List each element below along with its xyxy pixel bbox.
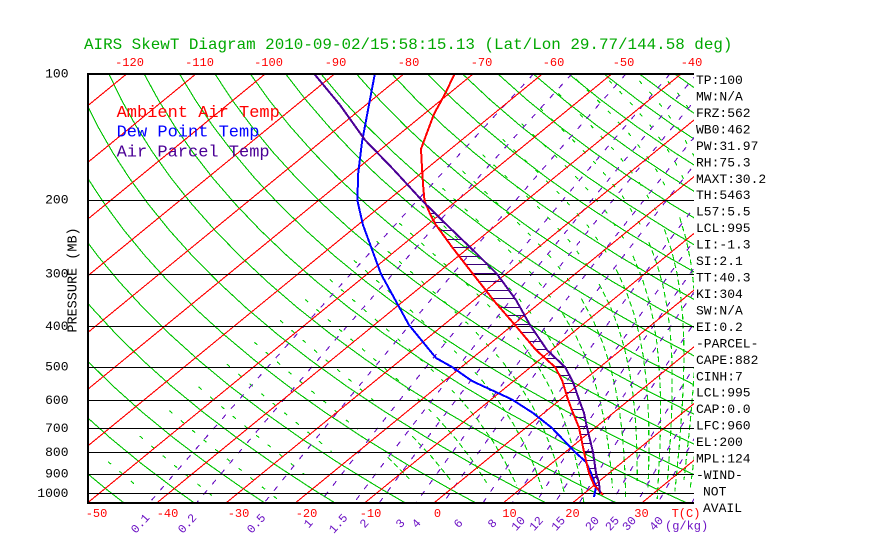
svg-text:-WIND-: -WIND- xyxy=(696,468,743,483)
svg-text:-20: -20 xyxy=(296,507,318,521)
svg-text:CAP:0.0: CAP:0.0 xyxy=(696,402,751,417)
svg-text:MW:N/A: MW:N/A xyxy=(696,90,743,105)
svg-text:800: 800 xyxy=(45,445,68,460)
svg-text:100: 100 xyxy=(45,66,68,81)
svg-text:RH:75.3: RH:75.3 xyxy=(696,155,751,170)
svg-text:600: 600 xyxy=(45,393,68,408)
svg-text:10: 10 xyxy=(502,507,516,521)
svg-text:-50: -50 xyxy=(613,56,635,70)
svg-text:-30: -30 xyxy=(228,507,250,521)
svg-text:TP:100: TP:100 xyxy=(696,73,743,88)
svg-text:T(C): T(C) xyxy=(672,507,701,521)
svg-text:SW:N/A: SW:N/A xyxy=(696,303,743,318)
svg-text:-80: -80 xyxy=(398,56,420,70)
svg-text:300: 300 xyxy=(45,267,68,282)
svg-text:FRZ:562: FRZ:562 xyxy=(696,106,751,121)
svg-text:-60: -60 xyxy=(543,56,565,70)
svg-text:CAPE:882: CAPE:882 xyxy=(696,353,758,368)
svg-text:NOT: NOT xyxy=(703,485,727,500)
svg-text:WB0:462: WB0:462 xyxy=(696,122,751,137)
svg-text:500: 500 xyxy=(45,360,68,375)
svg-text:Ambient Air Temp: Ambient Air Temp xyxy=(117,104,280,123)
svg-text:EL:200: EL:200 xyxy=(696,435,743,450)
svg-text:CINH:7: CINH:7 xyxy=(696,369,743,384)
svg-text:0: 0 xyxy=(434,507,441,521)
svg-text:-40: -40 xyxy=(681,56,703,70)
svg-text:TH:5463: TH:5463 xyxy=(696,188,751,203)
svg-text:AVAIL: AVAIL xyxy=(703,501,742,516)
svg-text:30: 30 xyxy=(634,507,648,521)
svg-text:400: 400 xyxy=(45,319,68,334)
svg-text:LCL:995: LCL:995 xyxy=(696,386,751,401)
svg-text:-10: -10 xyxy=(360,507,382,521)
svg-text:LFC:960: LFC:960 xyxy=(696,419,751,434)
svg-text:-100: -100 xyxy=(254,56,283,70)
svg-text:20: 20 xyxy=(565,507,579,521)
svg-text:MPL:124: MPL:124 xyxy=(696,452,751,467)
svg-text:AIRS SkewT Diagram 2010-09-02/: AIRS SkewT Diagram 2010-09-02/15:58:15.1… xyxy=(84,36,732,54)
svg-text:LCL:995: LCL:995 xyxy=(696,221,751,236)
svg-text:1000: 1000 xyxy=(37,486,68,501)
svg-text:-70: -70 xyxy=(471,56,493,70)
svg-text:(g/kg): (g/kg) xyxy=(665,520,708,534)
svg-text:200: 200 xyxy=(45,193,68,208)
svg-text:-PARCEL-: -PARCEL- xyxy=(696,336,758,351)
svg-text:LI:-1.3: LI:-1.3 xyxy=(696,238,751,253)
svg-text:-50: -50 xyxy=(86,507,108,521)
svg-text:SI:2.1: SI:2.1 xyxy=(696,254,743,269)
svg-text:-90: -90 xyxy=(325,56,347,70)
svg-text:MAXT:30.2: MAXT:30.2 xyxy=(696,172,766,187)
svg-text:PW:31.97: PW:31.97 xyxy=(696,139,758,154)
svg-text:Air Parcel Temp: Air Parcel Temp xyxy=(117,144,270,163)
svg-text:PRESSURE (MB): PRESSURE (MB) xyxy=(67,227,82,332)
svg-text:-120: -120 xyxy=(115,56,144,70)
svg-text:-110: -110 xyxy=(185,56,214,70)
svg-text:EI:0.2: EI:0.2 xyxy=(696,320,743,335)
svg-text:KI:304: KI:304 xyxy=(696,287,743,302)
svg-text:L57:5.5: L57:5.5 xyxy=(696,205,751,220)
svg-text:700: 700 xyxy=(45,421,68,436)
svg-text:Dew Point Temp: Dew Point Temp xyxy=(117,124,260,143)
svg-text:900: 900 xyxy=(45,467,68,482)
svg-text:-40: -40 xyxy=(157,507,179,521)
svg-text:TT:40.3: TT:40.3 xyxy=(696,271,751,286)
